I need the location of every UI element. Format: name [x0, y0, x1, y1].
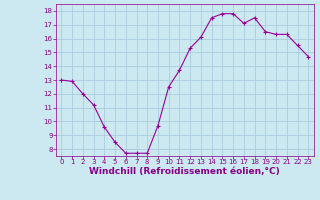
X-axis label: Windchill (Refroidissement éolien,°C): Windchill (Refroidissement éolien,°C) [89, 167, 280, 176]
